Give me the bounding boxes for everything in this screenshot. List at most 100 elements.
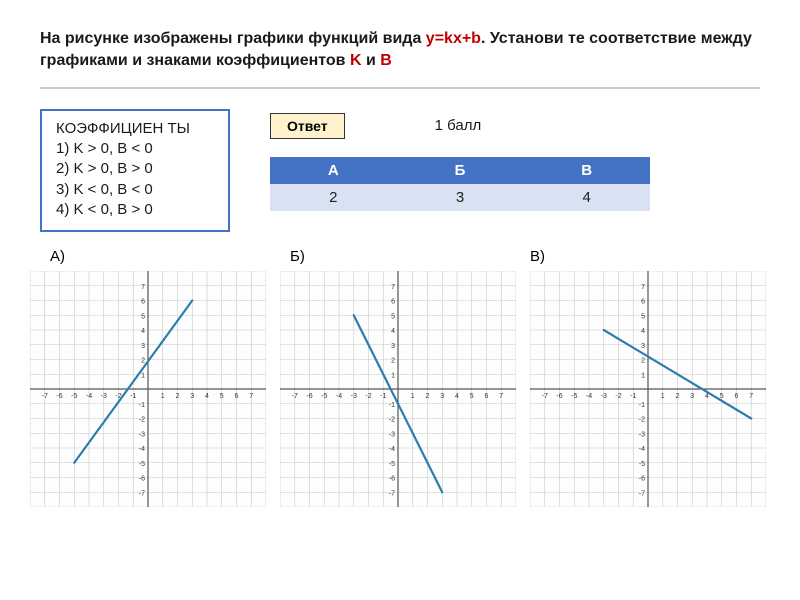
header-divider xyxy=(40,87,760,89)
svg-text:6: 6 xyxy=(235,393,239,400)
svg-text:5: 5 xyxy=(391,313,395,320)
score-label: 1 балл xyxy=(435,117,482,134)
svg-text:-4: -4 xyxy=(389,446,395,453)
svg-text:2: 2 xyxy=(426,393,430,400)
table-value-cell: 4 xyxy=(523,184,650,211)
svg-text:-4: -4 xyxy=(139,446,145,453)
svg-text:-6: -6 xyxy=(556,393,562,400)
svg-text:-1: -1 xyxy=(630,393,636,400)
svg-text:1: 1 xyxy=(391,372,395,379)
coef-line: 3) K < 0, B < 0 xyxy=(56,180,214,200)
svg-text:1: 1 xyxy=(161,393,165,400)
svg-text:6: 6 xyxy=(485,393,489,400)
svg-text:-5: -5 xyxy=(139,461,145,468)
svg-text:5: 5 xyxy=(141,313,145,320)
svg-text:-6: -6 xyxy=(639,476,645,483)
svg-text:-5: -5 xyxy=(639,461,645,468)
svg-text:-4: -4 xyxy=(86,393,92,400)
svg-text:7: 7 xyxy=(641,284,645,291)
svg-text:-7: -7 xyxy=(42,393,48,400)
svg-text:1: 1 xyxy=(141,372,145,379)
svg-text:-4: -4 xyxy=(586,393,592,400)
svg-text:-7: -7 xyxy=(542,393,548,400)
svg-text:-2: -2 xyxy=(139,417,145,424)
svg-text:-3: -3 xyxy=(101,393,107,400)
table-header-cell: В xyxy=(523,157,650,184)
header-text-before: На рисунке изображены графики функций ви… xyxy=(40,30,426,47)
svg-text:7: 7 xyxy=(749,393,753,400)
svg-text:-4: -4 xyxy=(639,446,645,453)
svg-text:5: 5 xyxy=(470,393,474,400)
svg-text:3: 3 xyxy=(440,393,444,400)
svg-text:-5: -5 xyxy=(571,393,577,400)
chart-v: -7-7-6-6-5-5-4-4-3-3-2-2-1-1112233445566… xyxy=(530,271,766,507)
svg-text:3: 3 xyxy=(690,393,694,400)
svg-text:-6: -6 xyxy=(56,393,62,400)
svg-text:7: 7 xyxy=(141,284,145,291)
svg-text:3: 3 xyxy=(391,343,395,350)
and-text: и xyxy=(362,52,381,69)
svg-text:-3: -3 xyxy=(139,431,145,438)
svg-text:7: 7 xyxy=(391,284,395,291)
table-header-cell: Б xyxy=(397,157,524,184)
svg-text:4: 4 xyxy=(205,393,209,400)
svg-text:-2: -2 xyxy=(365,393,371,400)
svg-text:7: 7 xyxy=(249,393,253,400)
svg-text:3: 3 xyxy=(141,343,145,350)
svg-text:2: 2 xyxy=(141,358,145,365)
svg-text:-5: -5 xyxy=(389,461,395,468)
svg-text:-7: -7 xyxy=(292,393,298,400)
table-header-row: А Б В xyxy=(270,157,650,184)
svg-text:2: 2 xyxy=(641,358,645,365)
svg-text:-2: -2 xyxy=(389,417,395,424)
formula: у=kx+b xyxy=(426,30,481,47)
svg-text:6: 6 xyxy=(735,393,739,400)
svg-text:-1: -1 xyxy=(380,393,386,400)
svg-text:-6: -6 xyxy=(306,393,312,400)
coef-line: 2) K > 0, B > 0 xyxy=(56,159,214,179)
svg-text:4: 4 xyxy=(641,328,645,335)
table-header-cell: А xyxy=(270,157,397,184)
svg-text:-3: -3 xyxy=(389,431,395,438)
svg-text:1: 1 xyxy=(411,393,415,400)
answer-block: Ответ 1 балл А Б В 2 3 4 xyxy=(270,109,760,232)
svg-text:2: 2 xyxy=(391,358,395,365)
svg-text:4: 4 xyxy=(141,328,145,335)
answer-row: Ответ 1 балл xyxy=(270,113,760,139)
svg-text:7: 7 xyxy=(499,393,503,400)
svg-text:-1: -1 xyxy=(639,402,645,409)
charts-row: -7-7-6-6-5-5-4-4-3-3-2-2-1-1112233445566… xyxy=(0,265,800,507)
svg-text:-2: -2 xyxy=(615,393,621,400)
b-label: B xyxy=(380,52,392,69)
svg-text:1: 1 xyxy=(661,393,665,400)
svg-text:4: 4 xyxy=(455,393,459,400)
k-label: K xyxy=(350,52,362,69)
coef-line: 1) K > 0, B < 0 xyxy=(56,139,214,159)
answer-button[interactable]: Ответ xyxy=(270,113,345,139)
chart-b: -7-7-6-6-5-5-4-4-3-3-2-2-1-1112233445566… xyxy=(280,271,516,507)
table-value-cell: 2 xyxy=(270,184,397,211)
svg-text:-3: -3 xyxy=(639,431,645,438)
svg-text:4: 4 xyxy=(391,328,395,335)
svg-text:-7: -7 xyxy=(389,490,395,497)
answer-table: А Б В 2 3 4 xyxy=(270,157,650,211)
svg-text:6: 6 xyxy=(391,299,395,306)
table-value-cell: 3 xyxy=(397,184,524,211)
svg-text:-5: -5 xyxy=(71,393,77,400)
svg-text:-1: -1 xyxy=(139,402,145,409)
svg-text:-5: -5 xyxy=(321,393,327,400)
coef-title: КОЭФФИЦИЕН ТЫ xyxy=(56,119,214,139)
problem-header: На рисунке изображены графики функций ви… xyxy=(0,0,800,83)
svg-text:3: 3 xyxy=(190,393,194,400)
svg-text:-3: -3 xyxy=(601,393,607,400)
svg-text:-7: -7 xyxy=(139,490,145,497)
chart-label-a: А) xyxy=(40,248,280,265)
svg-text:3: 3 xyxy=(641,343,645,350)
chart-a: -7-7-6-6-5-5-4-4-3-3-2-2-1-1112233445566… xyxy=(30,271,266,507)
chart-labels-row: А) Б) В) xyxy=(0,232,800,265)
svg-text:2: 2 xyxy=(176,393,180,400)
svg-text:5: 5 xyxy=(641,313,645,320)
svg-text:-7: -7 xyxy=(639,490,645,497)
table-value-row: 2 3 4 xyxy=(270,184,650,211)
svg-text:-4: -4 xyxy=(336,393,342,400)
